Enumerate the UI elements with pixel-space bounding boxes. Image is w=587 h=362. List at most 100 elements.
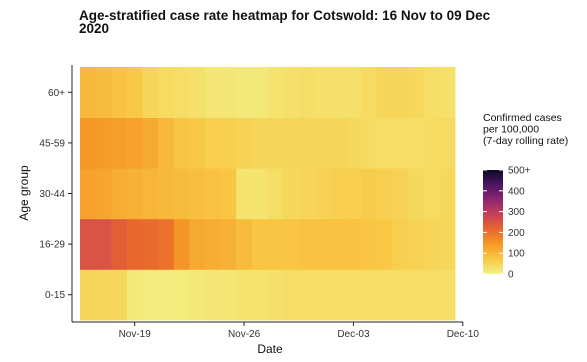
heatmap-cell <box>376 117 393 169</box>
heatmap-cell <box>283 117 300 169</box>
heatmap-cell <box>95 117 112 169</box>
heatmap-cell <box>314 117 331 169</box>
heatmap-cell <box>283 218 300 270</box>
heatmap-cell <box>173 218 190 270</box>
heatmap-cell <box>361 117 378 169</box>
heatmap-cell <box>314 67 331 118</box>
heatmap-cell <box>376 67 393 118</box>
heatmap-cell <box>439 168 456 220</box>
heatmap-cell <box>205 67 222 118</box>
heatmap-cell <box>408 218 425 270</box>
heatmap-cell <box>423 117 440 169</box>
heatmap-cell <box>142 67 159 118</box>
heatmap-cell <box>345 168 362 220</box>
x-tick-label: Dec-03 <box>337 329 370 340</box>
y-tick-label: 16-29 <box>39 240 65 251</box>
heatmap-cell <box>220 218 237 270</box>
heatmap-cell <box>95 67 112 118</box>
heatmap-cell <box>423 218 440 270</box>
legend-label: 100 <box>508 249 525 260</box>
y-tick-label: 30-44 <box>39 189 65 200</box>
heatmap-cell <box>330 269 347 321</box>
legend-title-line: Confirmed cases <box>483 112 562 124</box>
heatmap-cell <box>251 67 268 118</box>
heatmap-cell <box>173 67 190 118</box>
heatmap-cell <box>220 168 237 220</box>
heatmap-cell <box>95 168 112 220</box>
y-axis-title: Age group <box>17 165 31 221</box>
heatmap-cell <box>111 218 128 270</box>
heatmap-cell <box>95 269 112 321</box>
heatmap-cell <box>423 269 440 321</box>
heatmap-cell <box>111 269 128 321</box>
heatmap-cell <box>142 218 159 270</box>
heatmap-cell <box>267 168 284 220</box>
heatmap-cell <box>298 67 315 118</box>
heatmap-cell <box>267 218 284 270</box>
heatmap-cell <box>236 117 253 169</box>
heatmap-cell <box>80 218 97 270</box>
heatmap-cell <box>205 168 222 220</box>
legend-label: 500+ <box>508 166 531 177</box>
heatmap-cell <box>126 67 143 118</box>
heatmap-cell <box>376 269 393 321</box>
y-tick-label: 0-15 <box>45 290 65 301</box>
legend-label: 200 <box>508 228 525 239</box>
heatmap-cell <box>392 218 409 270</box>
heatmap-cell <box>392 269 409 321</box>
heatmap-cell <box>330 168 347 220</box>
heatmap-cell <box>142 168 159 220</box>
heatmap-cell <box>220 117 237 169</box>
heatmap-cell <box>345 218 362 270</box>
heatmap-cell <box>111 117 128 169</box>
heatmap-cell <box>173 269 190 321</box>
heatmap-cell <box>314 168 331 220</box>
heatmap-cell <box>158 117 175 169</box>
heatmap-cell <box>111 67 128 118</box>
heatmap-cell <box>298 168 315 220</box>
y-tick-label: 45-59 <box>39 138 65 149</box>
heatmap-cell <box>126 117 143 169</box>
heatmap-cell <box>361 218 378 270</box>
heatmap-cell <box>189 168 206 220</box>
heatmap-cell <box>80 168 97 220</box>
heatmap-cell <box>236 269 253 321</box>
heatmap-cell <box>314 218 331 270</box>
heatmap-cell <box>298 269 315 321</box>
legend-title-line: (7-day rolling rate) <box>483 135 568 147</box>
heatmap-cell <box>298 218 315 270</box>
heatmap-cell <box>408 168 425 220</box>
heatmap-cell <box>158 168 175 220</box>
heatmap-cell <box>439 218 456 270</box>
legend-title-line: per 100,000 <box>483 124 539 136</box>
heatmap-cell <box>126 168 143 220</box>
heatmap-cell <box>361 269 378 321</box>
heatmap-cell <box>126 269 143 321</box>
heatmap-cell <box>330 117 347 169</box>
heatmap-cell <box>173 117 190 169</box>
heatmap-cell <box>251 269 268 321</box>
heatmap-cell <box>345 117 362 169</box>
heatmap-cell <box>220 67 237 118</box>
heatmap-cell <box>267 67 284 118</box>
heatmap-cell <box>189 67 206 118</box>
heatmap-cell <box>220 269 237 321</box>
heatmap-cell <box>236 168 253 220</box>
heatmap-cell <box>298 117 315 169</box>
heatmap-cell <box>205 117 222 169</box>
chart-title: Age-stratified case rate heatmap for Cot… <box>79 8 491 36</box>
heatmap-cell <box>158 67 175 118</box>
heatmap-cell <box>126 218 143 270</box>
heatmap-cell <box>189 218 206 270</box>
heatmap-cell <box>142 269 159 321</box>
heatmap-cell <box>423 67 440 118</box>
heatmap-cell <box>95 218 112 270</box>
heatmap-cell <box>205 269 222 321</box>
heatmap-cell <box>80 117 97 169</box>
x-tick-label: Nov-19 <box>119 329 152 340</box>
x-axis-title: Date <box>257 342 283 356</box>
heatmap-cell <box>251 218 268 270</box>
heatmap-cell <box>173 168 190 220</box>
